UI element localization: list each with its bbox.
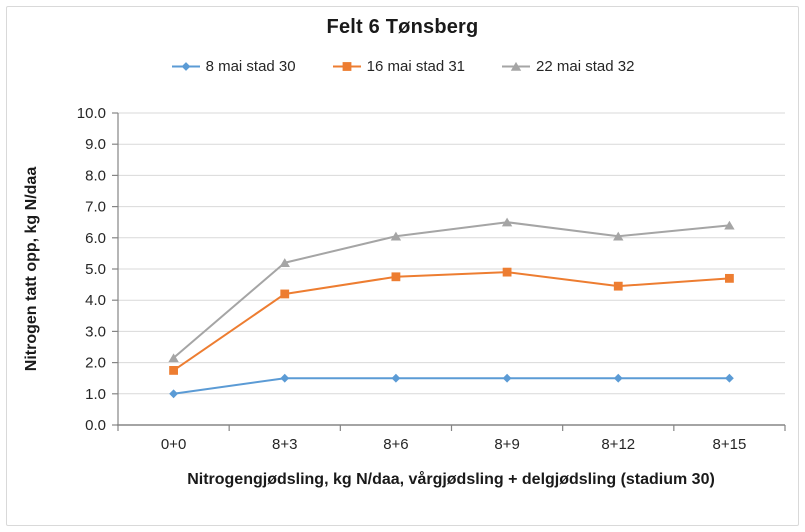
legend-item: 8 mai stad 30 [171, 58, 296, 75]
y-tick-label: 3.0 [85, 323, 106, 340]
series-3 [168, 217, 735, 363]
x-tick-label: 8+12 [601, 436, 635, 453]
y-tick-label: 1.0 [85, 386, 106, 403]
series-2 [169, 267, 734, 375]
axes [112, 112, 786, 431]
y-tick-label: 0.0 [85, 417, 106, 434]
data-point [613, 281, 623, 291]
x-tick-label: 8+3 [272, 436, 297, 453]
data-point [502, 267, 512, 277]
y-tick-label: 8.0 [85, 167, 106, 184]
x-tick-label: 0+0 [161, 436, 186, 453]
chart-title: Felt 6 Tønsberg [326, 16, 479, 38]
y-tick-label: 9.0 [85, 136, 106, 153]
legend-marker [181, 62, 190, 71]
y-tick-label: 7.0 [85, 199, 106, 216]
x-tick-label: 8+6 [383, 436, 408, 453]
legend-item: 22 mai stad 32 [501, 58, 634, 75]
series-line [172, 221, 731, 359]
y-tick-label: 4.0 [85, 292, 106, 309]
data-point [501, 217, 513, 227]
x-axis-title: Nitrogengjødsling, kg N/daa, vårgjødslin… [187, 471, 715, 488]
legend-marker [342, 62, 352, 71]
legend-label: 16 mai stad 31 [366, 58, 466, 75]
legend-item: 16 mai stad 31 [332, 58, 465, 75]
gridlines [118, 112, 785, 395]
data-point [280, 289, 290, 299]
data-point [613, 231, 624, 241]
legend-triangle-marker-icon [502, 61, 531, 71]
data-point [169, 366, 178, 375]
data-point [280, 373, 290, 383]
y-tick-label: 6.0 [85, 230, 106, 247]
legend-diamond-marker-icon [171, 62, 200, 71]
series-line [172, 271, 731, 372]
data-point [391, 272, 401, 282]
axis-tick-labels: 0.0 1.0 2.0 3.0 4.0 5.0 6.0 7.0 8.0 9.0 10.0 0+0 8+3… [77, 105, 747, 453]
legend-marker [510, 61, 522, 71]
legend-square-marker-icon [332, 62, 361, 71]
data-point [168, 353, 179, 363]
x-tick-label: 8+15 [713, 436, 747, 453]
x-tick-label: 8+9 [494, 436, 519, 453]
y-tick-label: 10.0 [77, 105, 106, 122]
legend: 8 mai stad 30 16 mai stad 31 22 mai stad 3… [0, 58, 805, 75]
data-point [279, 258, 290, 267]
series-line [172, 377, 731, 395]
y-tick-label: 5.0 [85, 261, 106, 278]
data-point [502, 373, 512, 383]
data-point [613, 373, 623, 383]
data-point [724, 220, 735, 230]
y-axis-title: Nitrogen tatt opp, kg N/daa [23, 166, 40, 372]
data-point [391, 373, 401, 383]
series [168, 217, 735, 399]
data-point [725, 373, 734, 383]
data-point [169, 389, 178, 399]
data-point [725, 273, 734, 283]
series-1 [169, 373, 734, 399]
y-tick-label: 2.0 [85, 355, 106, 372]
legend-label: 8 mai stad 30 [205, 58, 296, 75]
data-point [390, 231, 402, 241]
legend-label: 22 mai stad 32 [536, 58, 635, 75]
